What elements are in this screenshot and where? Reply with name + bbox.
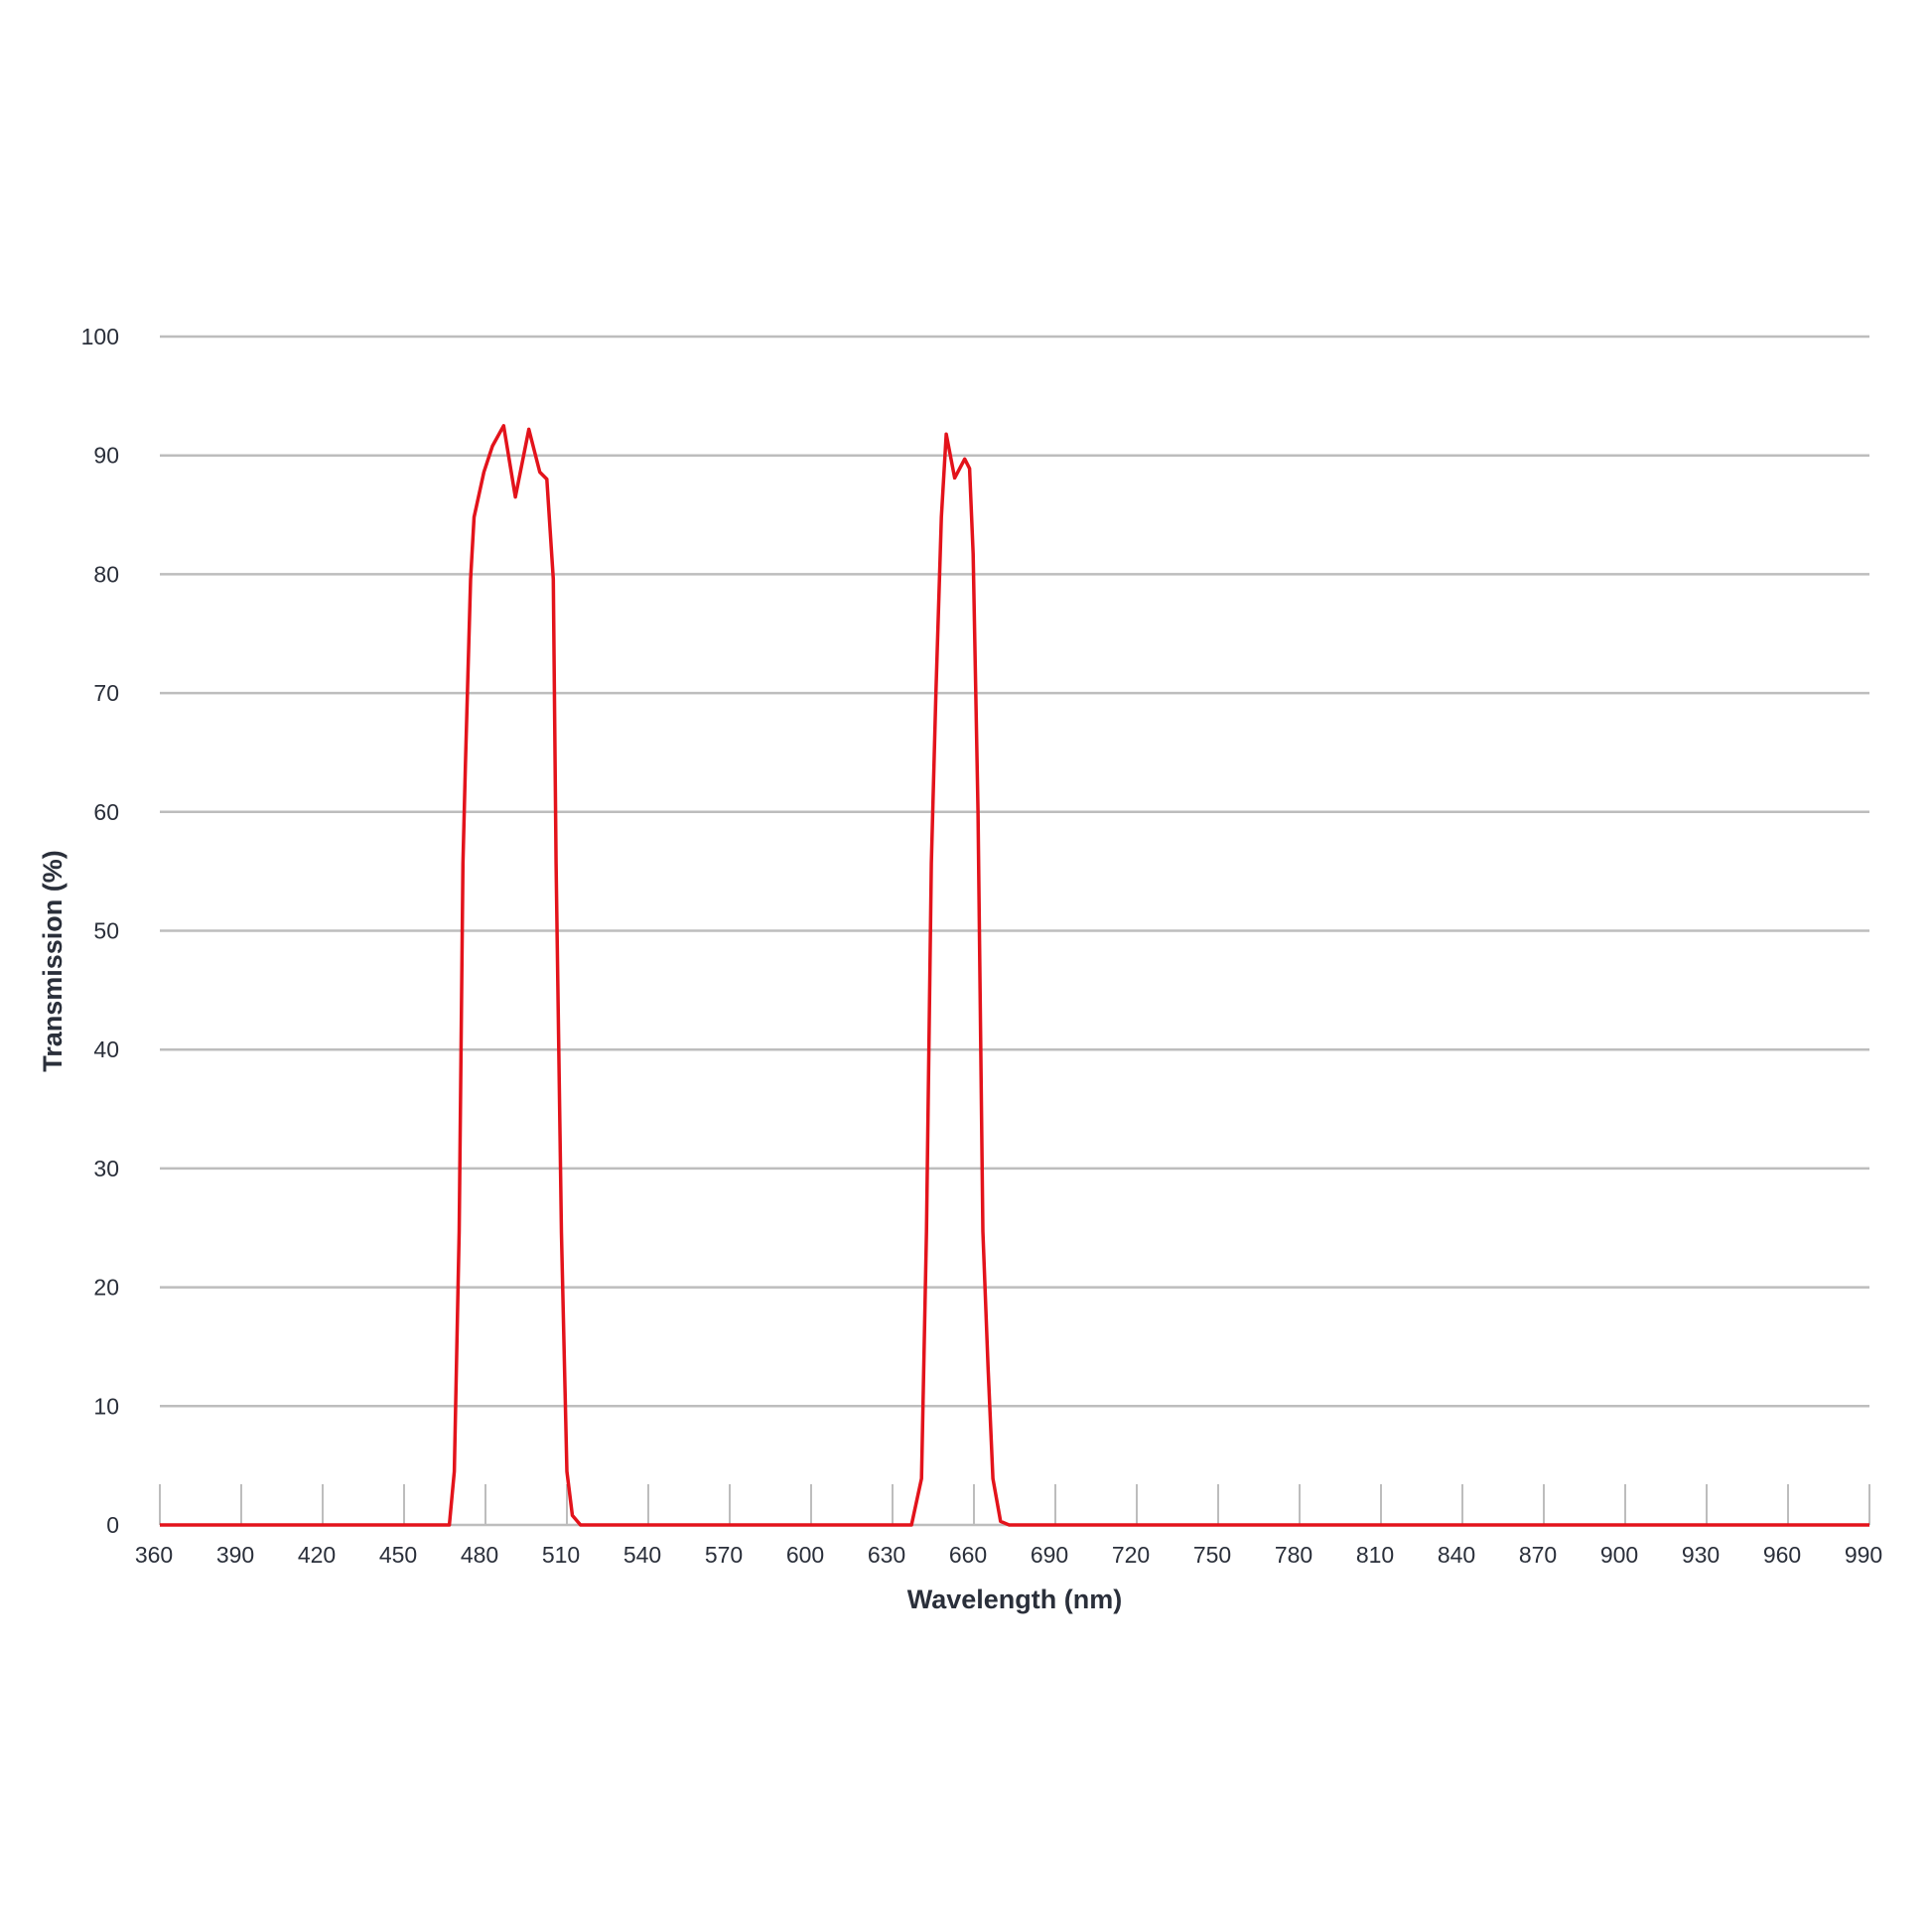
x-tick-label: 540 — [623, 1542, 661, 1568]
x-tick-label: 930 — [1682, 1542, 1720, 1568]
x-tick-label: 810 — [1356, 1542, 1394, 1568]
x-tick-label: 870 — [1519, 1542, 1557, 1568]
y-axis-label: Transmission (%) — [38, 850, 68, 1072]
x-tick-label: 390 — [216, 1542, 254, 1568]
x-tick-label: 480 — [461, 1542, 498, 1568]
x-axis-ticks: 360 390 420 450 480 510 540 570 600 630 660 690 720 7… — [135, 1484, 1882, 1568]
x-tick-label: 630 — [868, 1542, 905, 1568]
y-tick-label: 80 — [93, 561, 119, 587]
x-tick-label: 960 — [1763, 1542, 1801, 1568]
y-tick-label: 60 — [93, 799, 119, 825]
y-tick-label: 70 — [93, 680, 119, 706]
series-line — [160, 424, 1869, 1527]
x-tick-label: 660 — [949, 1542, 987, 1568]
y-tick-label: 90 — [93, 443, 119, 469]
y-tick-label: 100 — [81, 324, 119, 349]
y-axis-ticks: 0 10 20 30 40 50 60 70 80 90 100 — [81, 324, 119, 1538]
y-tick-label: 20 — [93, 1275, 119, 1301]
y-tick-label: 10 — [93, 1393, 119, 1419]
x-tick-label: 900 — [1600, 1542, 1638, 1568]
x-tick-label: 690 — [1031, 1542, 1068, 1568]
y-tick-label: 30 — [93, 1156, 119, 1181]
x-tick-label: 450 — [379, 1542, 417, 1568]
x-tick-label: 510 — [542, 1542, 580, 1568]
x-tick-label: 570 — [705, 1542, 743, 1568]
y-tick-label: 40 — [93, 1036, 119, 1062]
x-tick-label: 750 — [1193, 1542, 1231, 1568]
x-tick-label: 840 — [1438, 1542, 1475, 1568]
x-axis-label: Wavelength (nm) — [907, 1585, 1123, 1614]
x-tick-label: 360 — [135, 1542, 173, 1568]
x-tick-label: 420 — [298, 1542, 336, 1568]
x-tick-label: 720 — [1112, 1542, 1150, 1568]
y-tick-label: 50 — [93, 918, 119, 944]
x-tick-label: 780 — [1275, 1542, 1312, 1568]
y-tick-label: 0 — [106, 1512, 119, 1538]
gridlines — [160, 335, 1869, 1527]
x-tick-label: 990 — [1845, 1542, 1882, 1568]
x-tick-label: 600 — [786, 1542, 824, 1568]
